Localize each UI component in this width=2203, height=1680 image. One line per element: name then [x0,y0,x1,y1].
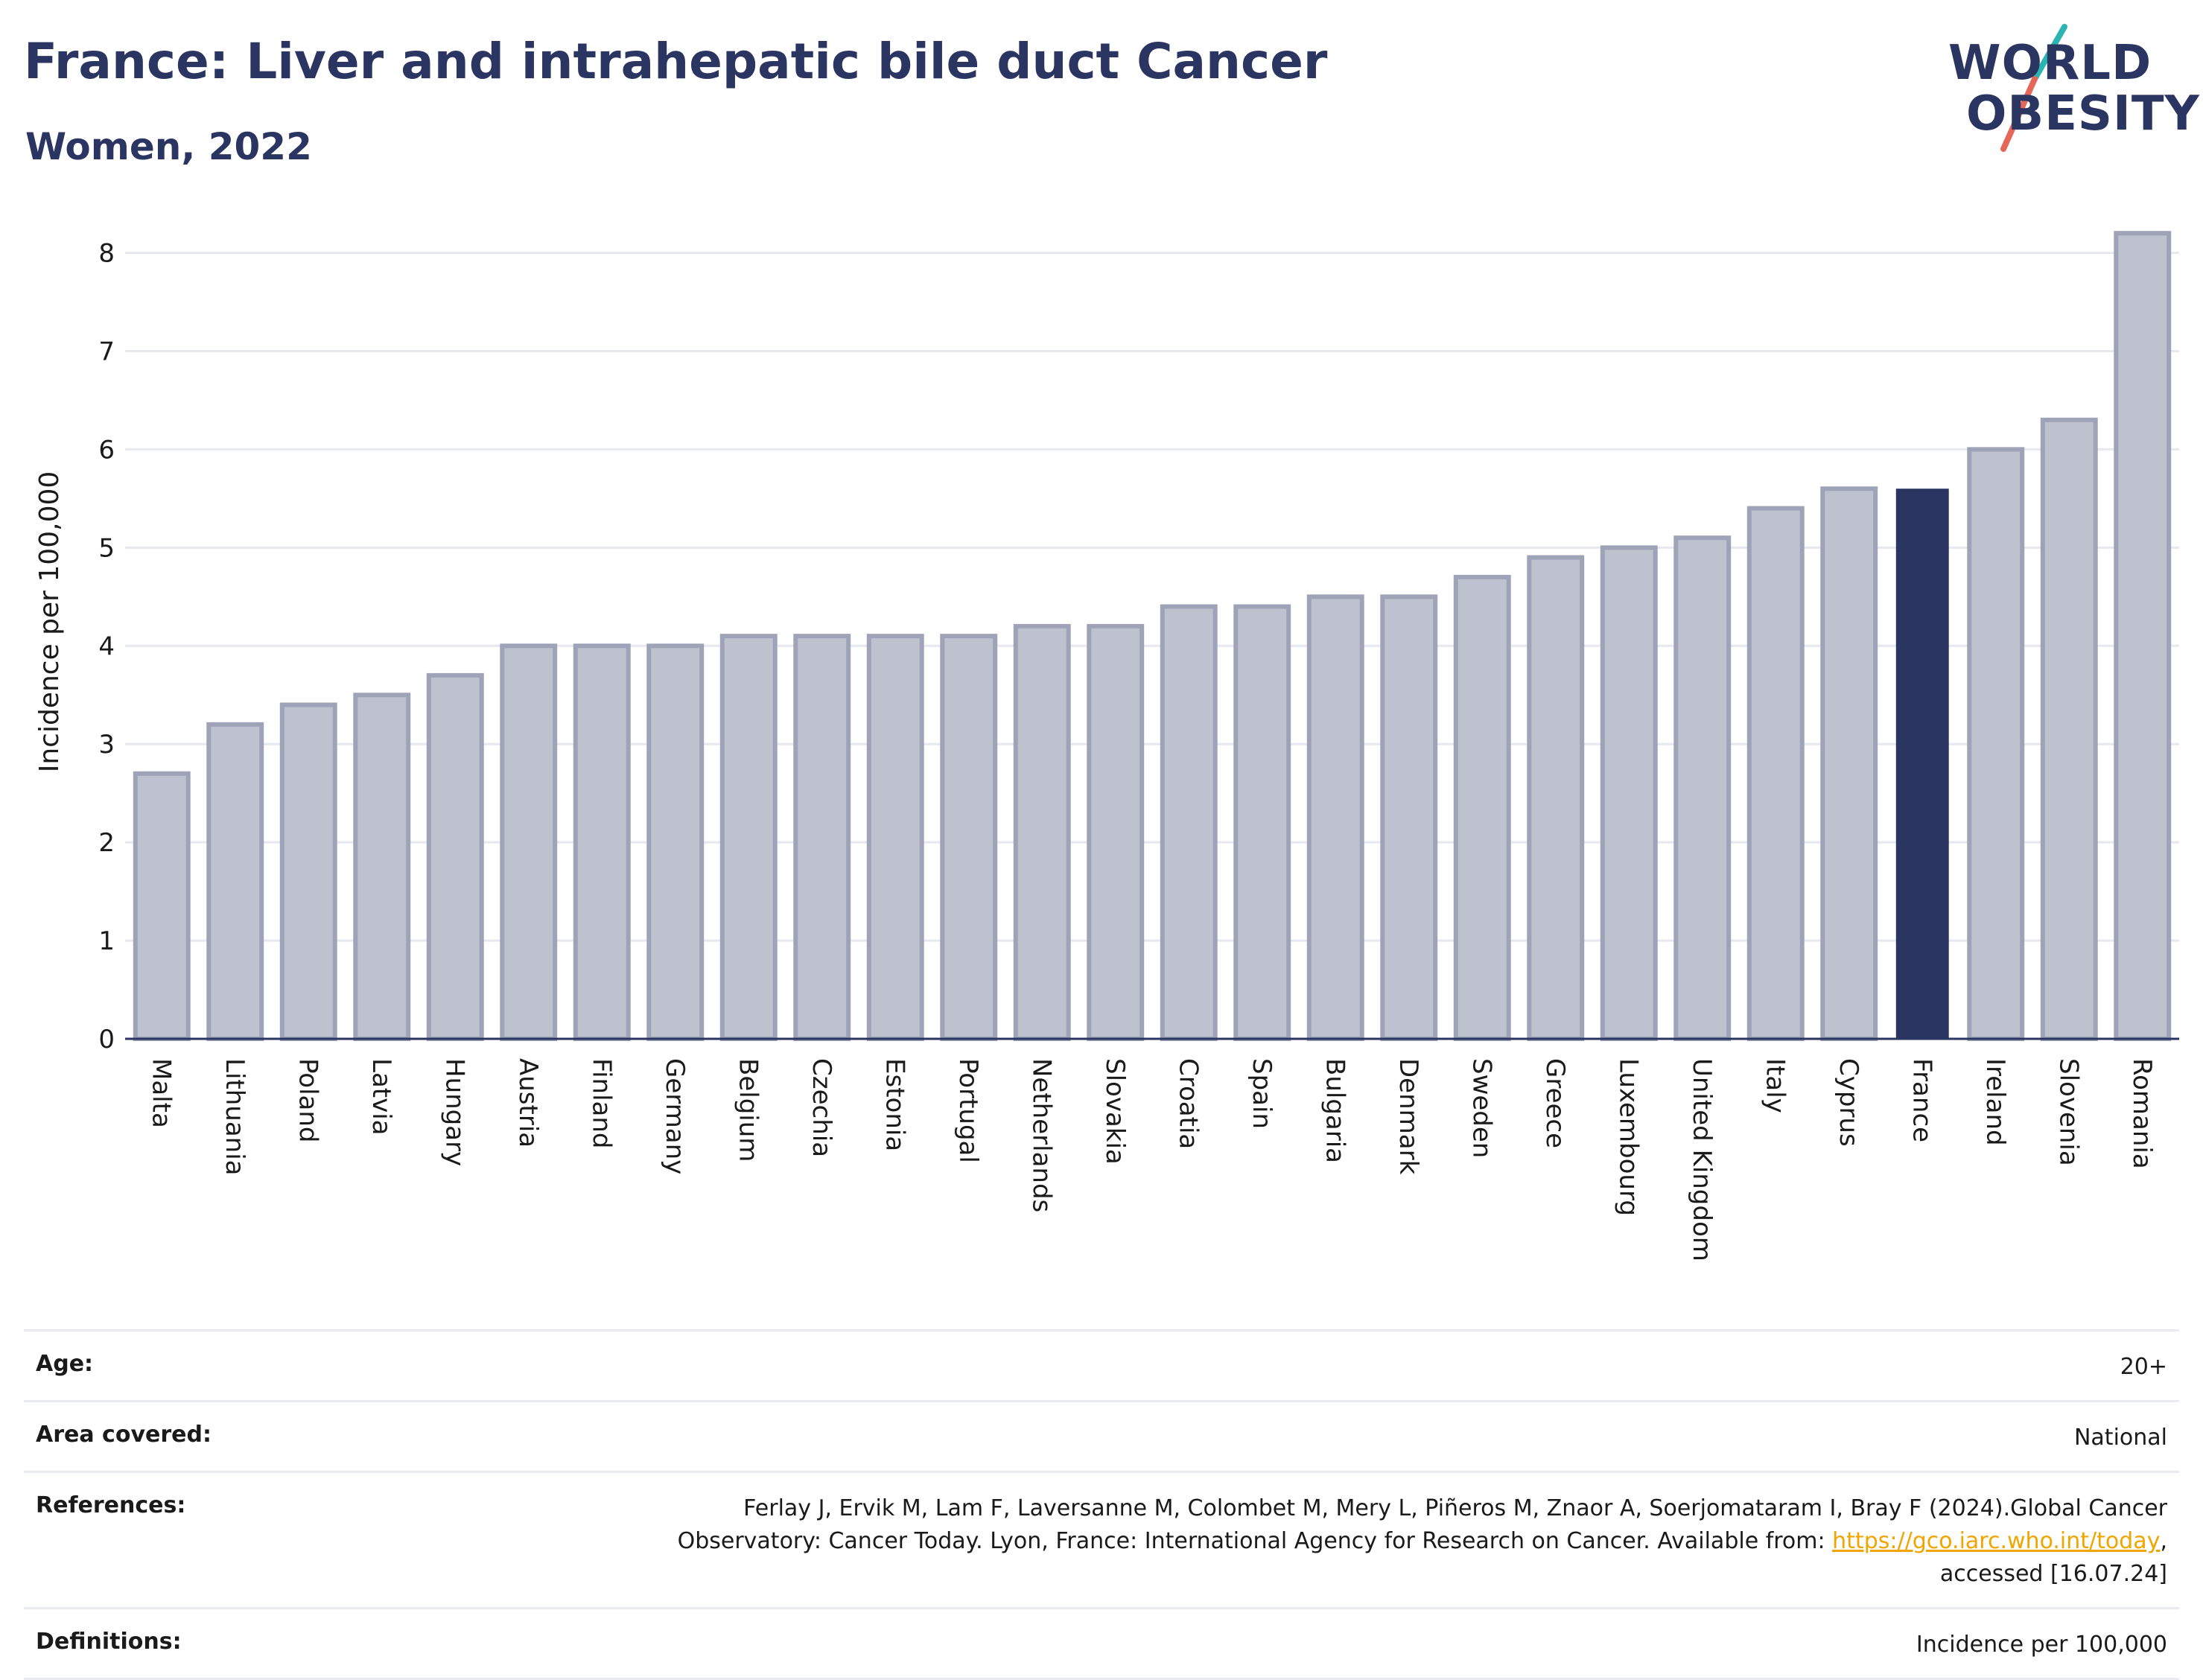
bar-malta [133,771,191,1041]
area-label: Area covered: [36,1422,212,1448]
references-label: References: [36,1492,186,1518]
bar-italy [1746,506,1805,1041]
logo-slash-icon [2000,24,2067,152]
bar-luxembourg [1600,545,1658,1041]
y-tick-label: 0 [98,1025,115,1054]
x-tick-label: Lithuania [220,1058,249,1175]
axes: 0 1 2 3 4 5 6 7 8 Malta Lithuania Poland Latvia Hunga… [98,239,2179,1261]
x-tick-label: Spain [1247,1058,1277,1129]
x-tick-label: Bulgaria [1320,1058,1350,1163]
references-accessed: , accessed [16.07.24] [1939,1528,2167,1587]
references-link[interactable]: https://gco.iarc.who.int/today [1832,1528,2161,1554]
bar-latvia [353,693,411,1041]
y-axis-label: Incidence per 100,000 [34,471,65,773]
bar-romania [2114,231,2172,1042]
bar-france [1895,489,1949,1039]
age-value: 20+ [2120,1354,2167,1380]
bar-hungary [426,672,484,1042]
definitions-label: Definitions: [36,1629,182,1655]
x-tick-label: Belgium [733,1058,763,1162]
info-table: Age: 20+ Area covered: National Referenc… [24,1329,2179,1680]
bar-united-kingdom [1673,535,1732,1041]
x-tick-label: Slovenia [2053,1058,2083,1166]
x-tick-label: Denmark [1393,1058,1423,1175]
info-row-area: Area covered: National [24,1400,2179,1471]
area-value: National [2073,1425,2167,1451]
y-tick-label: 3 [98,730,115,760]
x-tick-label: Finland [586,1058,616,1149]
bar-germany [646,643,705,1041]
bars [133,231,2172,1042]
bar-slovenia [2040,417,2098,1041]
x-tick-label: Croatia [1173,1058,1203,1149]
x-tick-label: Ireland [1980,1058,2010,1146]
bar-denmark [1380,594,1438,1041]
bar-portugal [940,634,998,1041]
x-tick-label: Hungary [439,1058,469,1166]
info-row-definitions: Definitions: Incidence per 100,000 [24,1607,2179,1680]
x-tick-label: Germany [660,1058,690,1174]
x-tick-label: Netherlands [1026,1058,1056,1212]
x-tick-label: Czechia [807,1058,836,1157]
references-value: Ferlay J, Ervik M, Lam F, Laversanne M, … [603,1492,2167,1591]
x-tick-label: Cyprus [1834,1058,1863,1147]
x-tick-label: Sweden [1466,1058,1496,1158]
x-tick-label: Luxembourg [1613,1058,1643,1216]
y-tick-label: 2 [98,828,115,858]
x-tick-label: Poland [293,1058,322,1143]
x-tick-label: Romania [2127,1058,2157,1169]
bar-belgium [719,634,778,1041]
bar-finland [573,643,631,1041]
logo-word-world: WORLD [1948,36,2152,91]
world-obesity-logo: WORLD OBESITY [1936,21,2199,162]
x-tick-label: Malta [146,1058,176,1128]
x-tick-label: Austria [513,1058,543,1148]
bar-cyprus [1820,486,1878,1041]
bar-poland [279,702,337,1042]
bar-croatia [1160,604,1218,1041]
y-tick-label: 8 [98,239,115,269]
logo-word-obesity: OBESITY [1966,86,2200,141]
bar-greece [1527,555,1585,1041]
bar-bulgaria [1306,594,1364,1041]
bar-czechia [793,634,851,1041]
bar-estonia [866,634,924,1041]
references-text: Ferlay J, Ervik M, Lam F, Laversanne M, … [677,1495,2167,1554]
bar-spain [1233,604,1291,1041]
bar-chart: 0 1 2 3 4 5 6 7 8 Malta Lithuania Poland Latvia Hunga… [34,231,2179,1261]
info-row-age: Age: 20+ [24,1329,2179,1400]
bar-netherlands [1013,623,1071,1041]
chart-subtitle: Women, 2022 [25,125,312,168]
y-tick-label: 6 [98,435,115,465]
bar-sweden [1453,574,1511,1041]
x-tick-label: Greece [1540,1058,1570,1148]
bar-ireland [1967,447,2025,1041]
x-tick-label: Estonia [880,1058,909,1151]
y-tick-label: 4 [98,631,115,661]
x-tick-label: Latvia [366,1058,396,1136]
x-tick-label: Italy [1760,1058,1790,1113]
y-tick-label: 7 [98,337,115,367]
bar-slovakia [1087,623,1145,1041]
bar-austria [500,643,558,1041]
x-tick-label: Slovakia [1100,1058,1130,1165]
y-tick-label: 5 [98,533,115,563]
chart-title: France: Liver and intrahepatic bile duct… [24,33,1328,90]
info-row-references: References: Ferlay J, Ervik M, Lam F, La… [24,1471,2179,1607]
y-tick-label: 1 [98,926,115,956]
x-tick-label: United Kingdom [1687,1058,1717,1261]
bar-lithuania [206,722,264,1041]
definitions-value: Incidence per 100,000 [1916,1632,2167,1658]
x-tick-label: Portugal [953,1058,983,1163]
age-label: Age: [36,1351,94,1377]
x-tick-label: France [1907,1058,1936,1142]
